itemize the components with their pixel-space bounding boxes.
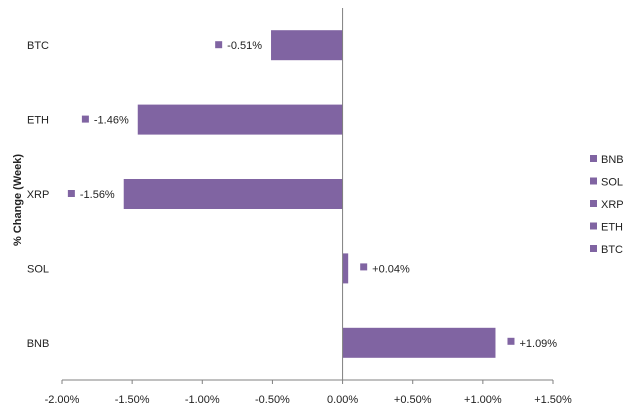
legend-swatch-btc: [590, 245, 597, 252]
data-label-marker-xrp: [67, 190, 75, 197]
legend-swatch-sol: [590, 177, 597, 185]
legend-swatch-bnb: [590, 155, 597, 162]
x-tick-label-4: 0.00%: [327, 394, 358, 406]
legend-label-eth: ETH: [601, 222, 623, 234]
bar-sol: [342, 253, 349, 284]
data-labels-group: -0.51% -1.46% -1.56% +0.04% +1.09%: [80, 40, 557, 350]
data-label-sol: +0.04%: [372, 263, 410, 275]
legend-label-sol: SOL: [601, 177, 623, 189]
category-label-xrp: XRP: [27, 189, 50, 201]
data-label-eth: -1.46%: [94, 115, 129, 127]
y-axis-title: % Change (Week): [12, 154, 24, 246]
data-label-marker-bnb: [507, 337, 515, 345]
legend-swatch-eth: [590, 222, 597, 230]
x-tick-label-7: +1.50%: [534, 394, 572, 406]
x-tick-label-6: +1.00%: [464, 394, 502, 406]
bar-btc: [271, 30, 343, 61]
x-tick-label-3: -0.50%: [255, 394, 290, 406]
category-labels-group: BTC ETH XRP SOL BNB: [27, 40, 50, 350]
bar-bnb: [342, 327, 496, 358]
data-label-xrp: -1.56%: [80, 189, 115, 201]
x-axis-tick-labels-group: -2.00% -1.50% -1.00% -0.50% 0.00% +0.50% +1.00…: [45, 394, 572, 406]
data-label-markers-group: [67, 41, 515, 345]
bar-eth: [137, 104, 343, 135]
bar-xrp: [123, 179, 343, 209]
data-label-marker-btc: [215, 41, 223, 49]
category-label-sol: SOL: [27, 263, 49, 275]
bars-group: [123, 30, 496, 358]
data-label-btc: -0.51%: [227, 40, 262, 52]
x-tick-label-1: -1.50%: [115, 394, 150, 406]
legend-swatch-xrp: [590, 200, 597, 207]
data-label-marker-sol: [360, 263, 368, 271]
data-label-marker-eth: [81, 115, 89, 123]
legend-label-bnb: BNB: [601, 154, 624, 166]
data-label-bnb: +1.09%: [519, 338, 557, 350]
x-tick-label-0: -2.00%: [45, 394, 80, 406]
category-label-bnb: BNB: [27, 338, 50, 350]
legend: BNB SOL XRP ETH BTC: [590, 154, 624, 256]
x-axis-ticks-group: [61, 380, 554, 384]
x-tick-label-5: +0.50%: [394, 394, 432, 406]
category-label-btc: BTC: [27, 40, 49, 52]
x-tick-label-2: -1.00%: [185, 394, 220, 406]
category-label-eth: ETH: [27, 115, 49, 127]
legend-label-btc: BTC: [601, 244, 623, 256]
legend-label-xrp: XRP: [601, 199, 624, 211]
